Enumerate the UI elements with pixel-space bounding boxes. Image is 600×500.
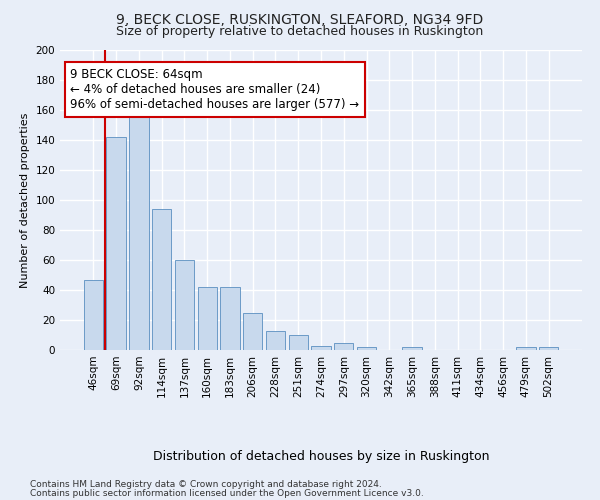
Text: Contains HM Land Registry data © Crown copyright and database right 2024.: Contains HM Land Registry data © Crown c…: [30, 480, 382, 489]
Bar: [84, 280, 103, 350]
Bar: [357, 347, 376, 350]
Bar: [516, 347, 536, 350]
Y-axis label: Number of detached properties: Number of detached properties: [20, 112, 30, 288]
Bar: [243, 312, 262, 350]
Bar: [175, 260, 194, 350]
Bar: [197, 287, 217, 350]
X-axis label: Distribution of detached houses by size in Ruskington: Distribution of detached houses by size …: [153, 450, 489, 463]
Text: 9 BECK CLOSE: 64sqm
← 4% of detached houses are smaller (24)
96% of semi-detache: 9 BECK CLOSE: 64sqm ← 4% of detached hou…: [70, 68, 359, 111]
Bar: [403, 347, 422, 350]
Bar: [289, 335, 308, 350]
Text: 9, BECK CLOSE, RUSKINGTON, SLEAFORD, NG34 9FD: 9, BECK CLOSE, RUSKINGTON, SLEAFORD, NG3…: [116, 12, 484, 26]
Bar: [539, 347, 558, 350]
Bar: [106, 137, 126, 350]
Bar: [334, 342, 353, 350]
Text: Contains public sector information licensed under the Open Government Licence v3: Contains public sector information licen…: [30, 488, 424, 498]
Bar: [129, 107, 149, 350]
Bar: [311, 346, 331, 350]
Bar: [152, 209, 172, 350]
Bar: [220, 287, 239, 350]
Text: Size of property relative to detached houses in Ruskington: Size of property relative to detached ho…: [116, 25, 484, 38]
Bar: [266, 330, 285, 350]
